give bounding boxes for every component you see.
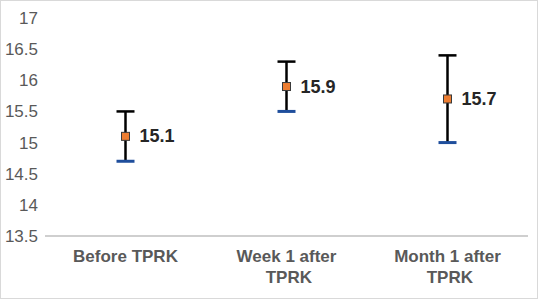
background: [1, 1, 538, 299]
y-tick-label: 16.5: [5, 40, 38, 59]
y-tick-label: 14.5: [5, 165, 38, 184]
y-tick: [40, 173, 44, 174]
y-tick-label: 15.5: [5, 102, 38, 121]
y-tick-label: 16: [19, 71, 38, 90]
x-tick-label-line: TPRK: [422, 268, 474, 287]
x-tick-label: Month 1 after TPRK: [394, 247, 501, 287]
data-label: 15.1: [140, 126, 175, 146]
y-tick-label: 17: [19, 9, 38, 28]
error-bar: [278, 62, 296, 112]
error-bar-cap-top: [278, 60, 296, 63]
y-tick: [40, 204, 44, 205]
point: [122, 132, 130, 140]
error-bar-cap-bottom: [439, 141, 457, 144]
error-bar-cap-top: [117, 110, 135, 113]
x-axis-line: [45, 235, 528, 237]
x-tick-label: Week 1 after TPRK: [237, 247, 337, 287]
y-tick: [40, 18, 44, 19]
data-label: 15.9: [301, 77, 336, 97]
x-tick-label-line: Week 1 after: [237, 247, 337, 266]
y-tick: [40, 142, 44, 143]
error-bar-cap-bottom: [117, 160, 135, 163]
error-bar: [439, 55, 457, 142]
y-tick-label: 15: [19, 134, 38, 153]
y-tick: [40, 111, 44, 112]
y-tick: [40, 80, 44, 81]
x-tick-label-line: Before TPRK: [73, 247, 179, 266]
x-tick-label-line: Month 1 after: [394, 247, 501, 266]
chart: 13.5 14 14.5 15 15.5 16 16.5 17 Before TPRK Week …: [0, 0, 538, 299]
error-bar-cap-top: [439, 54, 457, 57]
x-tick-label: Before TPRK: [73, 247, 179, 266]
point: [283, 83, 291, 91]
y-tick: [40, 49, 44, 50]
y-tick-label: 14: [19, 196, 38, 215]
error-bar: [117, 111, 135, 161]
marks: [117, 55, 457, 161]
error-bar-cap-bottom: [278, 110, 296, 113]
x-tick-label-line: TPRK: [261, 268, 313, 287]
data-label: 15.7: [462, 89, 497, 109]
y-tick-label: 13.5: [5, 227, 38, 246]
y-tick: [40, 236, 44, 237]
point: [444, 95, 452, 103]
